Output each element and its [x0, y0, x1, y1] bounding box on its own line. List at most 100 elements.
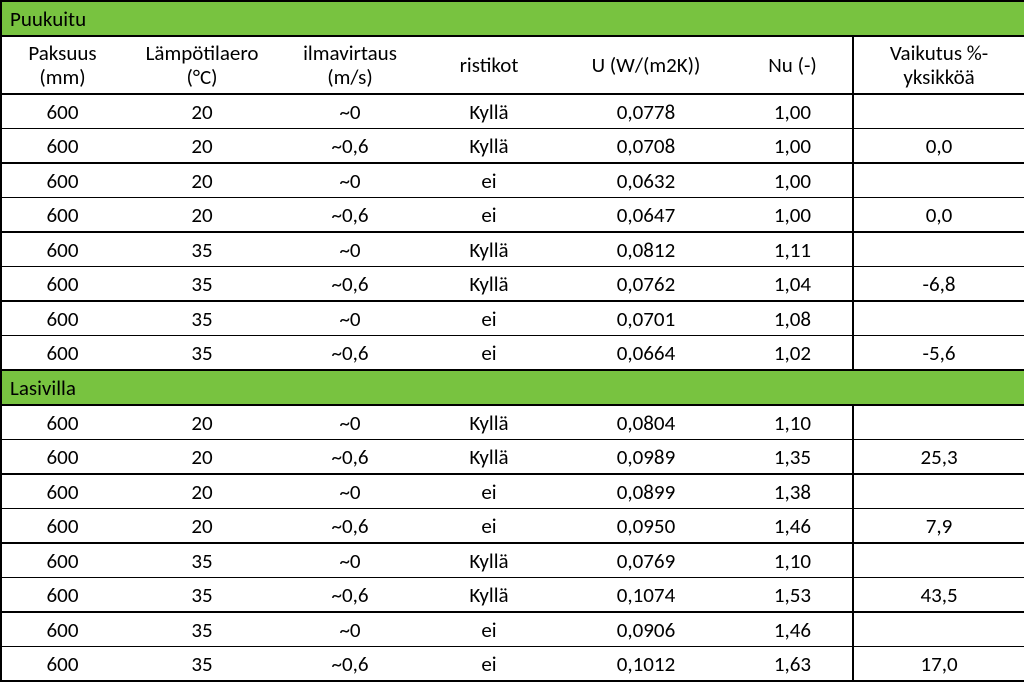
cell: 35	[123, 232, 281, 267]
cell: 1,63	[733, 647, 853, 682]
cell: 600	[1, 301, 123, 336]
cell: ~0,6	[281, 129, 419, 164]
column-header-line2: (mm)	[2, 65, 123, 89]
cell: ~0	[281, 474, 419, 509]
cell: ei	[419, 301, 559, 336]
cell: ei	[419, 336, 559, 371]
cell	[853, 301, 1024, 336]
cell: ~0	[281, 301, 419, 336]
table-row: 60035~0,6Kyllä0,10741,5343,5	[1, 578, 1024, 613]
cell: ~0	[281, 405, 419, 440]
cell: ~0,6	[281, 647, 419, 682]
cell: 35	[123, 543, 281, 578]
table-row: 60035~0,6Kyllä0,07621,04-6,8	[1, 267, 1024, 302]
cell: 0,0632	[559, 163, 733, 198]
cell	[853, 612, 1024, 647]
cell: 20	[123, 474, 281, 509]
cell: ei	[419, 647, 559, 682]
cell: 20	[123, 129, 281, 164]
cell: Kyllä	[419, 232, 559, 267]
table-row: 60020~0,6Kyllä0,09891,3525,3	[1, 440, 1024, 475]
table-row: 60035~0ei0,09061,46	[1, 612, 1024, 647]
cell: 0,1074	[559, 578, 733, 613]
column-header-line2: (m/s)	[281, 65, 419, 89]
cell: 0,0647	[559, 198, 733, 233]
column-header-line2: ristikot	[419, 53, 559, 77]
cell: 600	[1, 198, 123, 233]
cell: ei	[419, 163, 559, 198]
cell: 35	[123, 336, 281, 371]
cell: ei	[419, 612, 559, 647]
cell: 0,0	[853, 198, 1024, 233]
cell: ~0,6	[281, 336, 419, 371]
cell: 7,9	[853, 509, 1024, 544]
cell: Kyllä	[419, 405, 559, 440]
cell: ~0,6	[281, 198, 419, 233]
cell: 0,0769	[559, 543, 733, 578]
cell: ei	[419, 474, 559, 509]
cell: 1,00	[733, 94, 853, 129]
cell: 0,0701	[559, 301, 733, 336]
cell	[853, 163, 1024, 198]
cell: 600	[1, 232, 123, 267]
cell: 1,46	[733, 612, 853, 647]
cell: 17,0	[853, 647, 1024, 682]
cell: 600	[1, 647, 123, 682]
table-row: 60020~0,6Kyllä0,07081,000,0	[1, 129, 1024, 164]
cell: ei	[419, 509, 559, 544]
cell	[853, 94, 1024, 129]
cell: 20	[123, 405, 281, 440]
cell: ~0	[281, 232, 419, 267]
column-header-col2: Lämpötilaero(°C)	[123, 36, 281, 94]
cell: 1,00	[733, 198, 853, 233]
cell: 600	[1, 440, 123, 475]
cell: Kyllä	[419, 543, 559, 578]
cell: 0,0762	[559, 267, 733, 302]
cell: 43,5	[853, 578, 1024, 613]
cell: 600	[1, 612, 123, 647]
cell: Kyllä	[419, 129, 559, 164]
table-row: 60020~0ei0,06321,00	[1, 163, 1024, 198]
cell: 600	[1, 94, 123, 129]
cell: ~0,6	[281, 440, 419, 475]
section-header: Puukuitu	[1, 1, 1024, 36]
section-title: Lasivilla	[1, 370, 1024, 405]
cell: Kyllä	[419, 94, 559, 129]
cell: 0,0989	[559, 440, 733, 475]
cell: 35	[123, 612, 281, 647]
cell: ~0	[281, 94, 419, 129]
cell: Kyllä	[419, 267, 559, 302]
cell: 600	[1, 578, 123, 613]
column-header-line1: Paksuus	[2, 41, 123, 65]
cell: 35	[123, 647, 281, 682]
column-header-line1: Vaikutus %-	[854, 41, 1024, 65]
table-row: 60035~0ei0,07011,08	[1, 301, 1024, 336]
cell: 0,0906	[559, 612, 733, 647]
cell: 600	[1, 267, 123, 302]
cell: 0,0	[853, 129, 1024, 164]
cell: 600	[1, 336, 123, 371]
cell: ~0,6	[281, 578, 419, 613]
cell: 600	[1, 543, 123, 578]
cell: 25,3	[853, 440, 1024, 475]
cell: -5,6	[853, 336, 1024, 371]
section-header: Lasivilla	[1, 370, 1024, 405]
table-row: 60035~0,6ei0,10121,6317,0	[1, 647, 1024, 682]
cell: 1,35	[733, 440, 853, 475]
column-header-col4: ristikot	[419, 36, 559, 94]
cell: ~0,6	[281, 509, 419, 544]
cell: 600	[1, 129, 123, 164]
cell: 1,10	[733, 543, 853, 578]
cell: 1,11	[733, 232, 853, 267]
cell: 1,00	[733, 129, 853, 164]
table-row: 60020~0Kyllä0,08041,10	[1, 405, 1024, 440]
cell: 0,0812	[559, 232, 733, 267]
cell: ~0	[281, 163, 419, 198]
column-header-col5: U (W/(m2K))	[559, 36, 733, 94]
column-header-line2: Nu (-)	[733, 53, 852, 77]
cell: 600	[1, 474, 123, 509]
cell: 35	[123, 267, 281, 302]
cell: 1,53	[733, 578, 853, 613]
cell: 20	[123, 440, 281, 475]
cell	[853, 543, 1024, 578]
